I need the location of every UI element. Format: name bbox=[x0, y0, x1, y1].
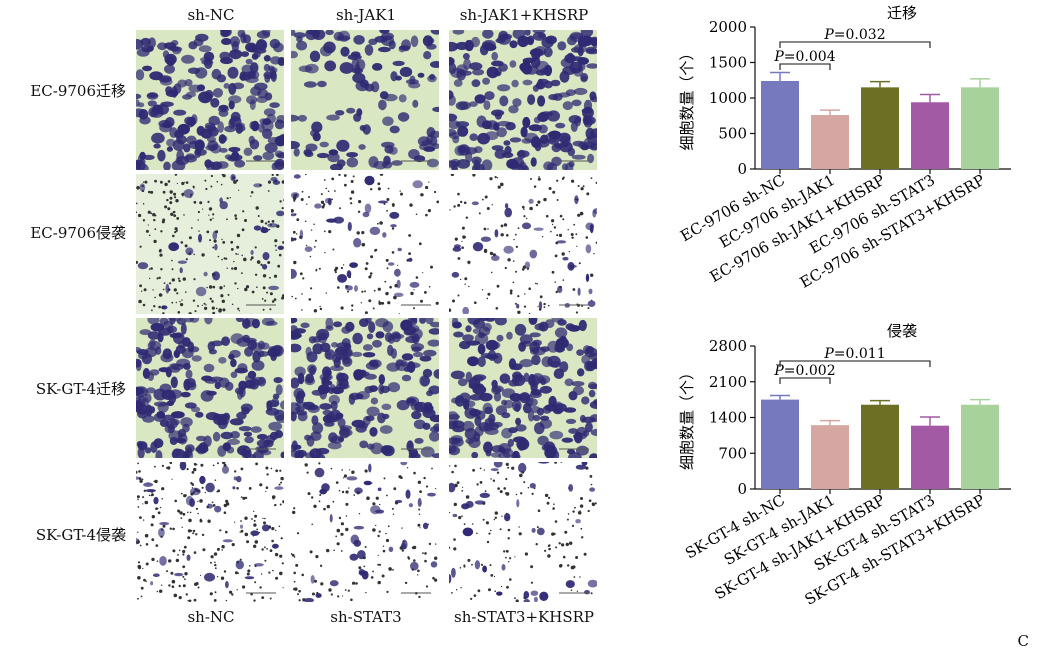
y-tick-label: 700 bbox=[718, 444, 747, 462]
y-tick-label: 1000 bbox=[709, 89, 747, 107]
col-label-bottom-sh-stat3: sh-STAT3 bbox=[330, 608, 402, 626]
bar-4 bbox=[911, 102, 949, 169]
micrograph-invasion-r2-c3 bbox=[449, 174, 597, 314]
y-tick-label: 2800 bbox=[709, 337, 747, 355]
col-label-bottom-sh-stat3-khsrp: sh-STAT3+KHSRP bbox=[454, 608, 594, 626]
chart-title: 迁移 bbox=[887, 4, 917, 22]
bar-1 bbox=[761, 399, 799, 489]
micrograph-migration-r1-c1 bbox=[136, 30, 284, 170]
micrograph-migration-r3-c3 bbox=[449, 318, 597, 458]
bar-3 bbox=[861, 87, 899, 169]
row-label-ec9706-invasion: EC-9706侵袭 bbox=[30, 224, 126, 242]
bar-5 bbox=[961, 87, 999, 169]
row-label-ec9706-migration: EC-9706迁移 bbox=[30, 82, 126, 100]
y-tick-label: 2100 bbox=[709, 373, 747, 391]
p-value-label: P=0.011 bbox=[823, 346, 885, 362]
y-tick-label: 2000 bbox=[709, 18, 747, 36]
y-tick-label: 1500 bbox=[709, 54, 747, 72]
bar-2 bbox=[811, 425, 849, 489]
significance-bracket bbox=[779, 360, 931, 367]
row-label-skgt4-invasion: SK-GT-4侵袭 bbox=[35, 526, 126, 544]
y-tick-label: 0 bbox=[737, 160, 747, 178]
y-tick-label: 500 bbox=[718, 125, 747, 143]
micrograph-invasion-r2-c1 bbox=[136, 174, 284, 314]
panel-letter: C bbox=[1017, 632, 1029, 650]
bar-5 bbox=[961, 404, 999, 489]
micrograph-migration-r1-c3 bbox=[449, 30, 597, 170]
micrograph-invasion-r4-c2 bbox=[291, 462, 439, 602]
y-axis-label: 细胞数量（个） bbox=[678, 45, 696, 150]
p-value-label: P=0.032 bbox=[823, 27, 885, 43]
p-value-label: P=0.002 bbox=[773, 363, 835, 379]
col-label-sh-jak1-khsrp: sh-JAK1+KHSRP bbox=[459, 6, 589, 24]
migration-chart: 迁移 细胞数量（个） 0 500 1000 1500 2000 EC-9706 sh-NC EC… bbox=[665, 0, 1039, 320]
micrograph-migration-r1-c2 bbox=[291, 30, 439, 170]
bar-4 bbox=[911, 425, 949, 489]
micrograph-invasion-r4-c1 bbox=[136, 462, 284, 602]
col-label-bottom-sh-nc: sh-NC bbox=[187, 608, 235, 626]
y-tick-label: 1400 bbox=[709, 409, 747, 427]
significance-bracket bbox=[779, 41, 931, 48]
significance-bracket bbox=[779, 377, 831, 384]
col-label-sh-nc: sh-NC bbox=[187, 6, 235, 24]
col-label-sh-jak1: sh-JAK1 bbox=[335, 6, 397, 24]
row-label-skgt4-migration: SK-GT-4迁移 bbox=[35, 380, 126, 398]
micrograph-invasion-r4-c3 bbox=[449, 462, 597, 602]
micrograph-migration-r3-c1 bbox=[136, 318, 284, 458]
micrograph-migration-r3-c2 bbox=[291, 318, 439, 458]
bar-3 bbox=[861, 404, 899, 489]
invasion-chart: 侵袭 细胞数量（个） 0 700 1400 2100 2800 SK-GT-4 sh-NC SK… bbox=[665, 318, 1039, 652]
y-axis-label: 细胞数量（个） bbox=[678, 365, 696, 470]
micrograph-invasion-r2-c2 bbox=[291, 174, 439, 314]
chart-title: 侵袭 bbox=[887, 322, 917, 340]
p-value-label: P=0.004 bbox=[773, 49, 835, 65]
bar-1 bbox=[761, 80, 799, 169]
bar-2 bbox=[811, 115, 849, 169]
significance-bracket bbox=[779, 63, 831, 70]
y-tick-label: 0 bbox=[737, 480, 747, 498]
